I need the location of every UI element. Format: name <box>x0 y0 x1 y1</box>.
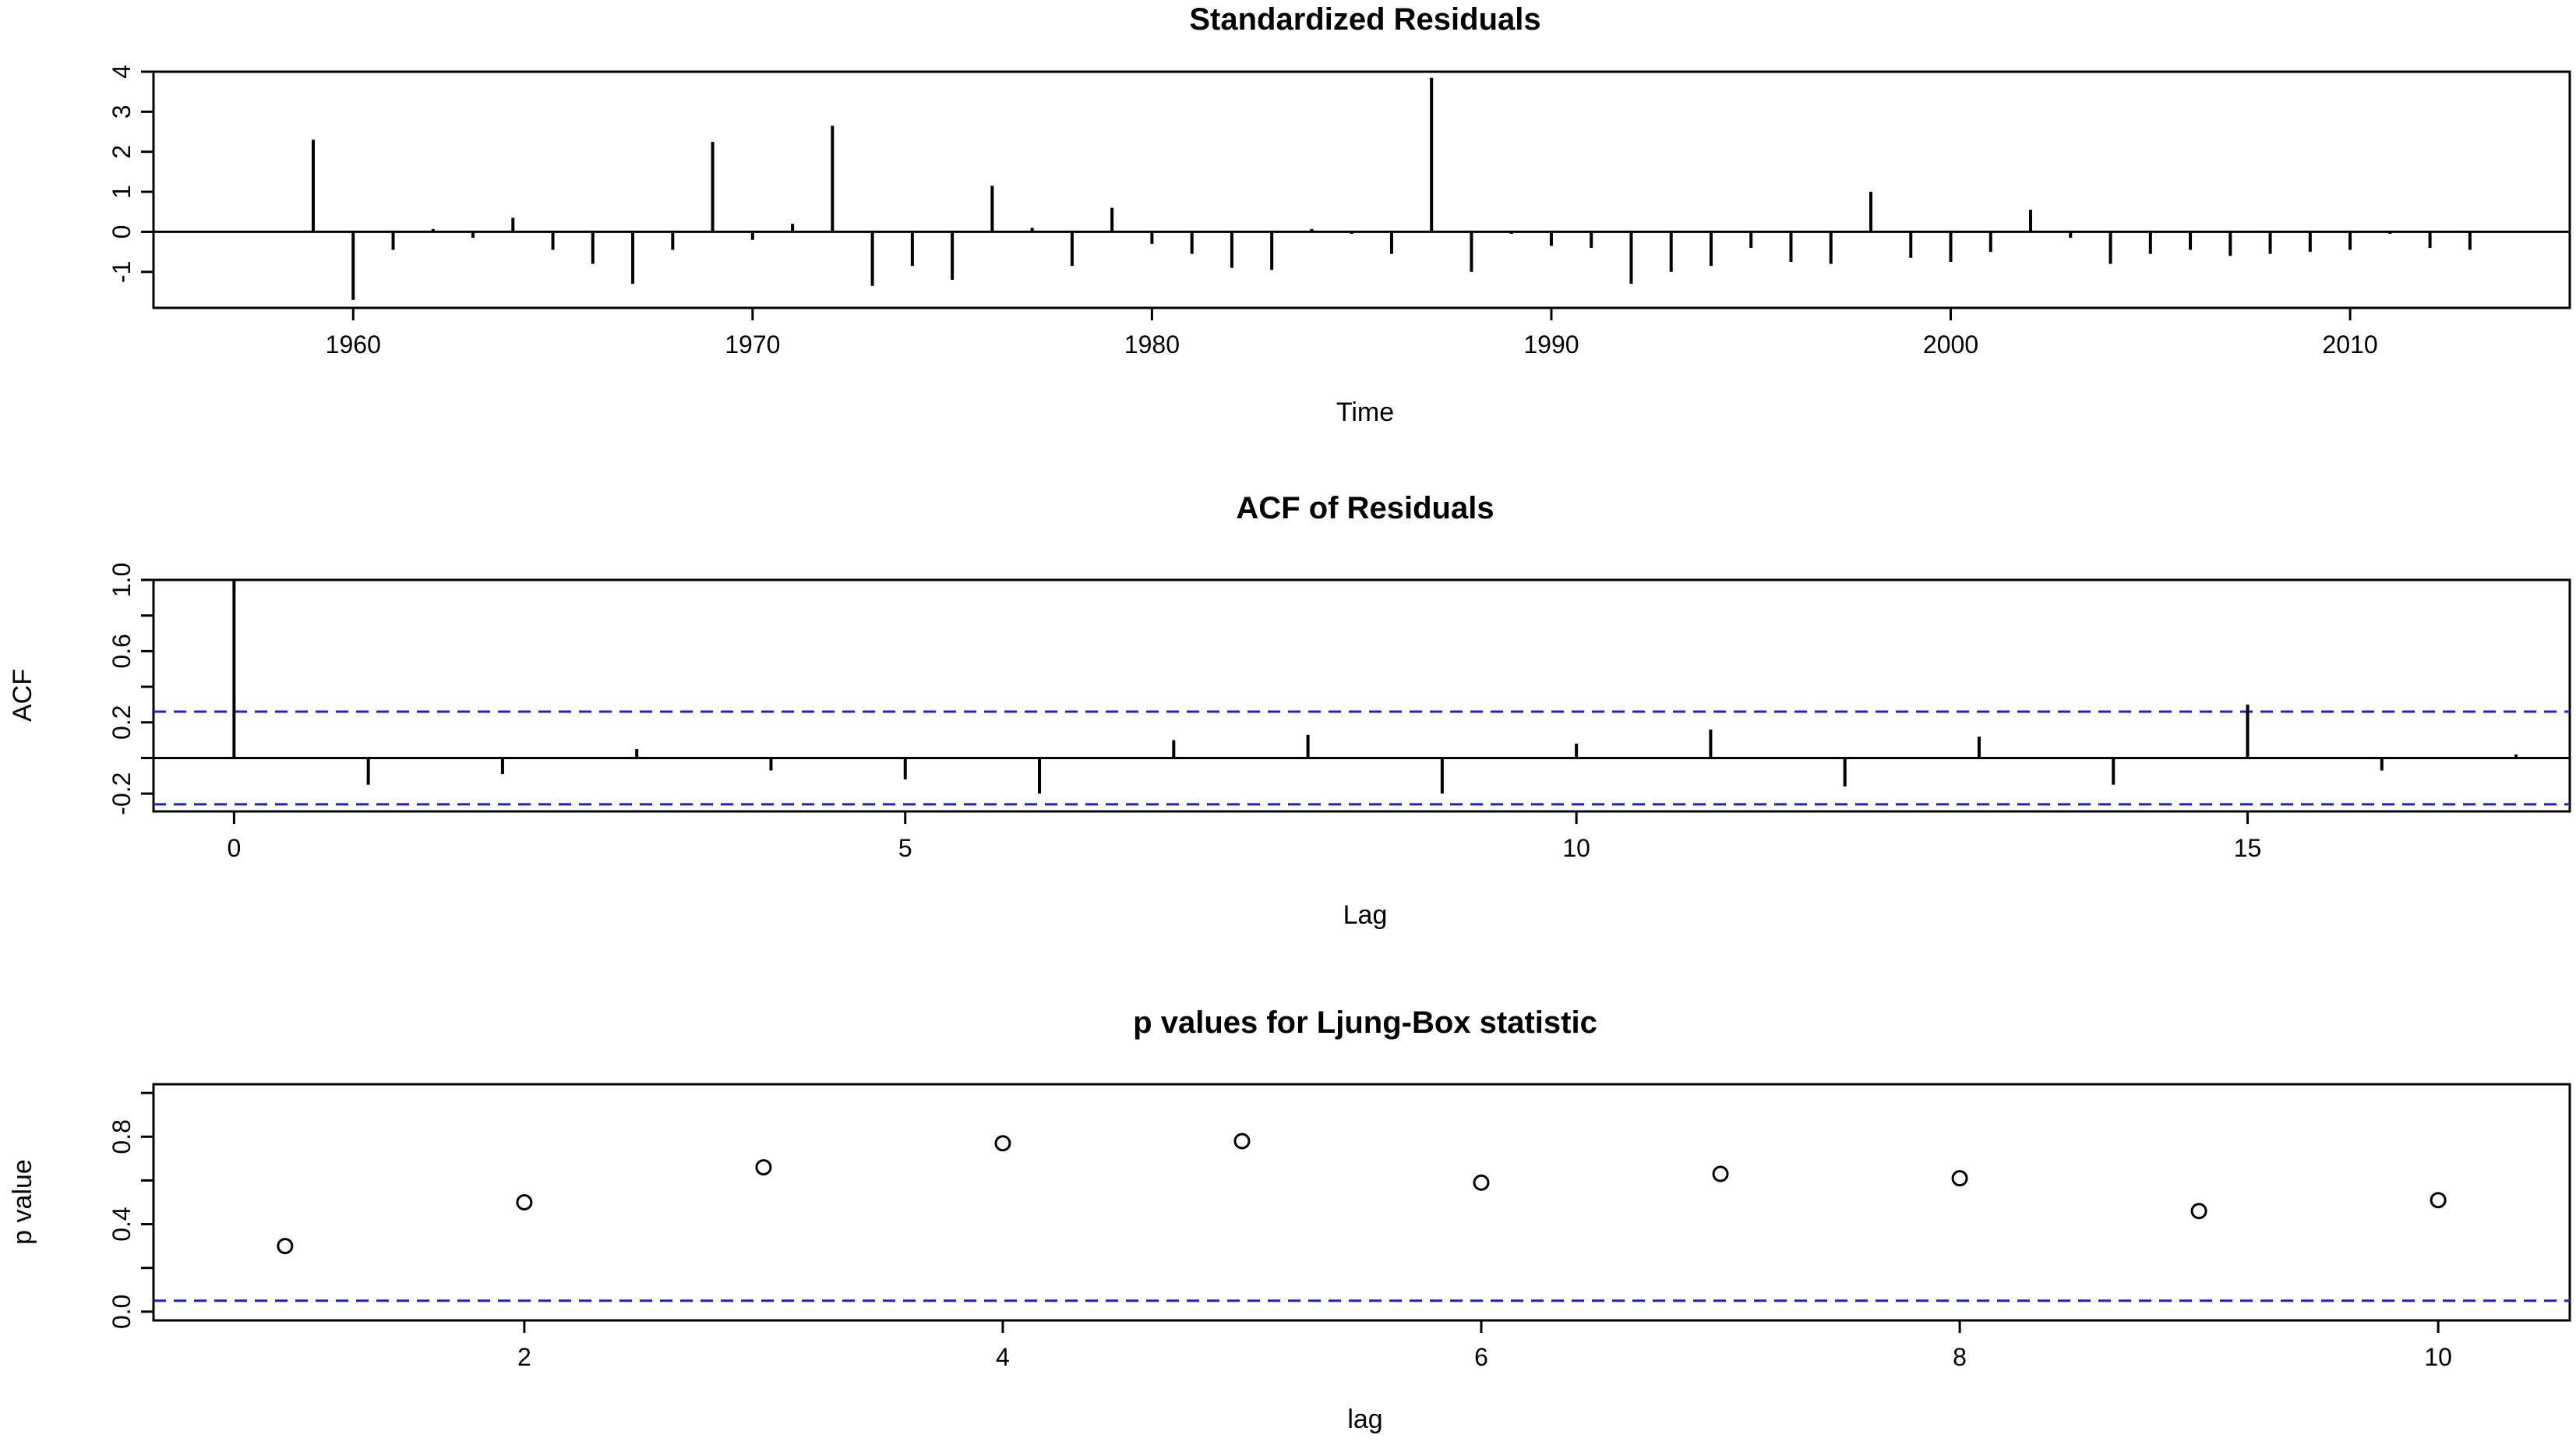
residual-y-tick-label: 4 <box>108 65 136 79</box>
residual-y-tick-label: 2 <box>108 145 136 159</box>
pvalue-point <box>277 1238 294 1255</box>
residual-y-tick-label: 0 <box>108 225 136 239</box>
residual-x-tick-label: 1980 <box>1124 330 1180 359</box>
acf-x-axis: 0 5 10 15 <box>227 811 2261 862</box>
pvalue-y-tick-label: 0.8 <box>108 1119 136 1154</box>
residual-y-tick-label: 1 <box>108 185 136 199</box>
residual-x-tick-label: 2010 <box>2322 330 2377 359</box>
residual-x-tick-label: 1960 <box>326 330 381 359</box>
acf-y-axis-title: ACF <box>8 669 37 722</box>
ljung-box-marks <box>154 1133 2570 1302</box>
pvalue-point <box>1473 1174 1490 1191</box>
residual-x-tick-label: 2000 <box>1923 330 1978 359</box>
standardized-residuals-x-axis-title: Time <box>1336 398 1394 427</box>
pvalue-point <box>2190 1203 2207 1220</box>
standardized-residuals-plot-frame <box>152 70 2571 309</box>
acf-panel: ACF of Residuals 0 5 10 15 -0.2 0.2 0.6 1.0 La… <box>8 491 2571 930</box>
pvalue-point <box>1951 1170 1968 1187</box>
ljung-box-x-axis: 2 4 6 8 10 <box>517 1320 2452 1371</box>
acf-y-tick-label: -0.2 <box>108 772 136 815</box>
pvalue-point <box>1712 1165 1729 1182</box>
pvalue-y-tick-label: 0.4 <box>108 1207 136 1241</box>
pvalue-x-tick-label: 8 <box>1953 1343 1967 1371</box>
pvalue-point <box>2430 1192 2447 1209</box>
acf-y-axis: -0.2 0.2 0.6 1.0 <box>108 563 154 815</box>
pvalue-x-tick-label: 4 <box>996 1343 1010 1371</box>
ljung-box-plot-frame <box>152 1083 2571 1322</box>
pvalue-x-tick-label: 2 <box>517 1343 531 1371</box>
acf-plot-frame <box>152 578 2571 813</box>
acf-y-tick-label: 0.6 <box>108 634 136 668</box>
standardized-residuals-y-axis: -1 0 1 2 3 4 <box>108 65 154 283</box>
acf-marks <box>154 580 2570 806</box>
residual-x-tick-label: 1990 <box>1523 330 1579 359</box>
pvalue-y-tick-label: 0.0 <box>108 1295 136 1329</box>
residual-y-tick-label: 3 <box>108 104 136 118</box>
residual-x-tick-label: 1970 <box>725 330 780 359</box>
acf-y-tick-label: 0.2 <box>108 705 136 740</box>
standardized-residuals-marks <box>154 77 2570 300</box>
ljung-box-x-axis-title: lag <box>1347 1405 1382 1434</box>
acf-title: ACF of Residuals <box>1236 491 1494 525</box>
acf-x-tick-label: 15 <box>2234 834 2262 862</box>
acf-y-tick-label: 1.0 <box>108 563 136 597</box>
ljung-box-panel: p values for Ljung-Box statistic 2 4 6 8 10 … <box>8 1006 2571 1434</box>
pvalue-point <box>994 1135 1011 1152</box>
ljung-box-y-axis: 0.0 0.4 0.8 <box>108 1091 154 1329</box>
acf-x-tick-label: 0 <box>227 834 241 862</box>
pvalue-point <box>755 1159 772 1176</box>
standardized-residuals-x-axis: 1960 1970 1980 1990 2000 2010 <box>326 308 2378 359</box>
acf-x-tick-label: 10 <box>1562 834 1590 862</box>
standardized-residuals-title: Standardized Residuals <box>1189 2 1540 37</box>
acf-x-axis-title: Lag <box>1343 900 1388 930</box>
pvalue-point <box>516 1194 533 1211</box>
acf-x-tick-label: 5 <box>898 834 912 862</box>
residual-y-tick-label: -1 <box>108 261 136 283</box>
pvalue-x-tick-label: 10 <box>2424 1343 2452 1371</box>
ljung-box-y-axis-title: p value <box>8 1159 37 1245</box>
pvalue-point <box>1233 1133 1251 1150</box>
standardized-residuals-panel: Standardized Residuals 1960 1970 1980 1990 2… <box>108 2 2571 427</box>
pvalue-x-tick-label: 6 <box>1474 1343 1488 1371</box>
ljung-box-title: p values for Ljung-Box statistic <box>1133 1006 1597 1040</box>
